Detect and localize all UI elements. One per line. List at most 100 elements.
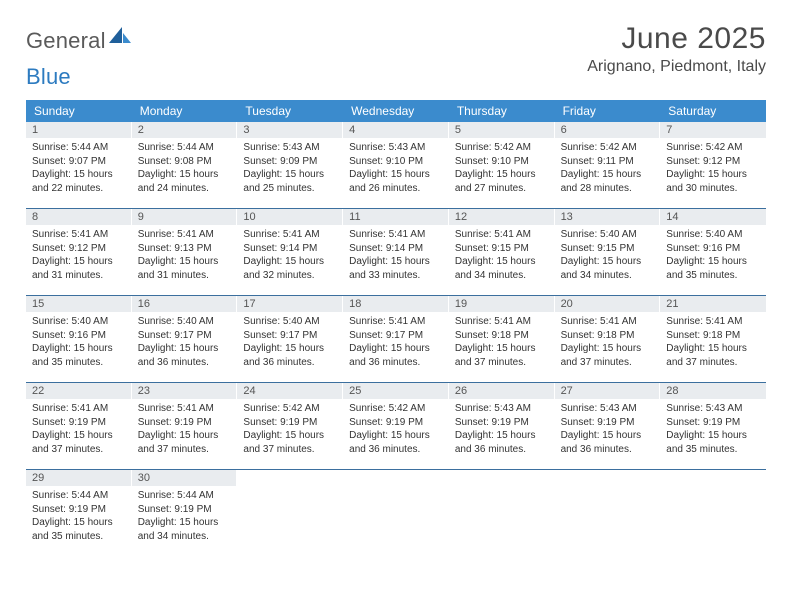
day1-line: Daylight: 15 hours: [32, 255, 126, 269]
sunrise-line: Sunrise: 5:43 AM: [455, 402, 549, 416]
day1-line: Daylight: 15 hours: [561, 429, 655, 443]
day2-line: and 35 minutes.: [32, 356, 126, 370]
sunrise-line: Sunrise: 5:41 AM: [666, 315, 760, 329]
day-cell: 28Sunrise: 5:43 AMSunset: 9:19 PMDayligh…: [660, 383, 766, 469]
day2-line: and 32 minutes.: [243, 269, 337, 283]
day-number: 25: [343, 383, 449, 399]
day-cell: 22Sunrise: 5:41 AMSunset: 9:19 PMDayligh…: [26, 383, 132, 469]
sunrise-line: Sunrise: 5:41 AM: [561, 315, 655, 329]
sunrise-line: Sunrise: 5:44 AM: [32, 141, 126, 155]
sunrise-line: Sunrise: 5:44 AM: [32, 489, 126, 503]
day2-line: and 37 minutes.: [561, 356, 655, 370]
day-cell: 6Sunrise: 5:42 AMSunset: 9:11 PMDaylight…: [555, 122, 661, 208]
day1-line: Daylight: 15 hours: [561, 255, 655, 269]
day1-line: Daylight: 15 hours: [138, 342, 232, 356]
title-block: June 2025 Arignano, Piedmont, Italy: [587, 22, 766, 76]
day-cell: [343, 470, 449, 556]
day-number: 21: [660, 296, 766, 312]
day-number: 1: [26, 122, 132, 138]
day-number: 24: [237, 383, 343, 399]
day2-line: and 35 minutes.: [32, 530, 126, 544]
day-number: 16: [132, 296, 238, 312]
sunset-line: Sunset: 9:12 PM: [666, 155, 760, 169]
day-number: 2: [132, 122, 238, 138]
sunset-line: Sunset: 9:10 PM: [349, 155, 443, 169]
sunset-line: Sunset: 9:08 PM: [138, 155, 232, 169]
day-number: 11: [343, 209, 449, 225]
day1-line: Daylight: 15 hours: [243, 429, 337, 443]
sunrise-line: Sunrise: 5:44 AM: [138, 489, 232, 503]
sunrise-line: Sunrise: 5:40 AM: [666, 228, 760, 242]
day-cell: 16Sunrise: 5:40 AMSunset: 9:17 PMDayligh…: [132, 296, 238, 382]
day-cell: 8Sunrise: 5:41 AMSunset: 9:12 PMDaylight…: [26, 209, 132, 295]
sunrise-line: Sunrise: 5:42 AM: [349, 402, 443, 416]
day2-line: and 34 minutes.: [561, 269, 655, 283]
sunset-line: Sunset: 9:19 PM: [666, 416, 760, 430]
day-number: 3: [237, 122, 343, 138]
sunset-line: Sunset: 9:16 PM: [666, 242, 760, 256]
sunset-line: Sunset: 9:12 PM: [32, 242, 126, 256]
week-row: 22Sunrise: 5:41 AMSunset: 9:19 PMDayligh…: [26, 383, 766, 470]
day-number: 10: [237, 209, 343, 225]
day-cell: 3Sunrise: 5:43 AMSunset: 9:09 PMDaylight…: [237, 122, 343, 208]
sunrise-line: Sunrise: 5:42 AM: [243, 402, 337, 416]
sunset-line: Sunset: 9:18 PM: [666, 329, 760, 343]
sunset-line: Sunset: 9:15 PM: [561, 242, 655, 256]
day-cell: 25Sunrise: 5:42 AMSunset: 9:19 PMDayligh…: [343, 383, 449, 469]
day1-line: Daylight: 15 hours: [666, 255, 760, 269]
brand-logo: General: [26, 22, 133, 54]
day-cell: 20Sunrise: 5:41 AMSunset: 9:18 PMDayligh…: [555, 296, 661, 382]
day-number: 14: [660, 209, 766, 225]
day1-line: Daylight: 15 hours: [32, 342, 126, 356]
day-cell: 24 Sunrise: 5:42 AMSunset: 9:19 PMDayligh…: [237, 383, 343, 469]
weekday-sunday: Sunday: [26, 100, 132, 122]
day2-line: and 28 minutes.: [561, 182, 655, 196]
day2-line: and 37 minutes.: [243, 443, 337, 457]
day2-line: and 34 minutes.: [455, 269, 549, 283]
day-number: 19: [449, 296, 555, 312]
day-number: 20: [555, 296, 661, 312]
day2-line: and 37 minutes.: [138, 443, 232, 457]
day2-line: and 31 minutes.: [138, 269, 232, 283]
day-number: 8: [26, 209, 132, 225]
sunrise-line: Sunrise: 5:41 AM: [138, 402, 232, 416]
sunset-line: Sunset: 9:14 PM: [349, 242, 443, 256]
day1-line: Daylight: 15 hours: [138, 168, 232, 182]
sunrise-line: Sunrise: 5:41 AM: [455, 315, 549, 329]
day1-line: Daylight: 15 hours: [243, 168, 337, 182]
calendar-grid: Sunday Monday Tuesday Wednesday Thursday…: [26, 100, 766, 556]
day-cell: 2Sunrise: 5:44 AMSunset: 9:08 PMDaylight…: [132, 122, 238, 208]
day-cell: 12Sunrise: 5:41 AMSunset: 9:15 PMDayligh…: [449, 209, 555, 295]
day2-line: and 36 minutes.: [349, 443, 443, 457]
day2-line: and 30 minutes.: [666, 182, 760, 196]
day2-line: and 34 minutes.: [138, 530, 232, 544]
day-number: 12: [449, 209, 555, 225]
sunset-line: Sunset: 9:19 PM: [455, 416, 549, 430]
day-number: 9: [132, 209, 238, 225]
sunset-line: Sunset: 9:19 PM: [243, 416, 337, 430]
sunset-line: Sunset: 9:19 PM: [138, 503, 232, 517]
sunrise-line: Sunrise: 5:40 AM: [32, 315, 126, 329]
sunrise-line: Sunrise: 5:43 AM: [349, 141, 443, 155]
day-cell: 29Sunrise: 5:44 AMSunset: 9:19 PMDayligh…: [26, 470, 132, 556]
sunrise-line: Sunrise: 5:41 AM: [32, 402, 126, 416]
day2-line: and 27 minutes.: [455, 182, 549, 196]
day1-line: Daylight: 15 hours: [243, 255, 337, 269]
weekday-thursday: Thursday: [449, 100, 555, 122]
sunrise-line: Sunrise: 5:42 AM: [455, 141, 549, 155]
sunset-line: Sunset: 9:18 PM: [455, 329, 549, 343]
day2-line: and 36 minutes.: [243, 356, 337, 370]
day-cell: 23Sunrise: 5:41 AMSunset: 9:19 PMDayligh…: [132, 383, 238, 469]
brand-word-blue: Blue: [26, 64, 71, 89]
weekday-saturday: Saturday: [660, 100, 766, 122]
day1-line: Daylight: 15 hours: [666, 168, 760, 182]
sunrise-line: Sunrise: 5:41 AM: [243, 228, 337, 242]
day-number: 22: [26, 383, 132, 399]
calendar-page: General June 2025 Arignano, Piedmont, It…: [0, 0, 792, 578]
day2-line: and 37 minutes.: [32, 443, 126, 457]
sunset-line: Sunset: 9:19 PM: [32, 416, 126, 430]
week-row: 8Sunrise: 5:41 AMSunset: 9:12 PMDaylight…: [26, 209, 766, 296]
day-number: 4: [343, 122, 449, 138]
day-cell: 10Sunrise: 5:41 AMSunset: 9:14 PMDayligh…: [237, 209, 343, 295]
day-cell: 18Sunrise: 5:41 AMSunset: 9:17 PMDayligh…: [343, 296, 449, 382]
